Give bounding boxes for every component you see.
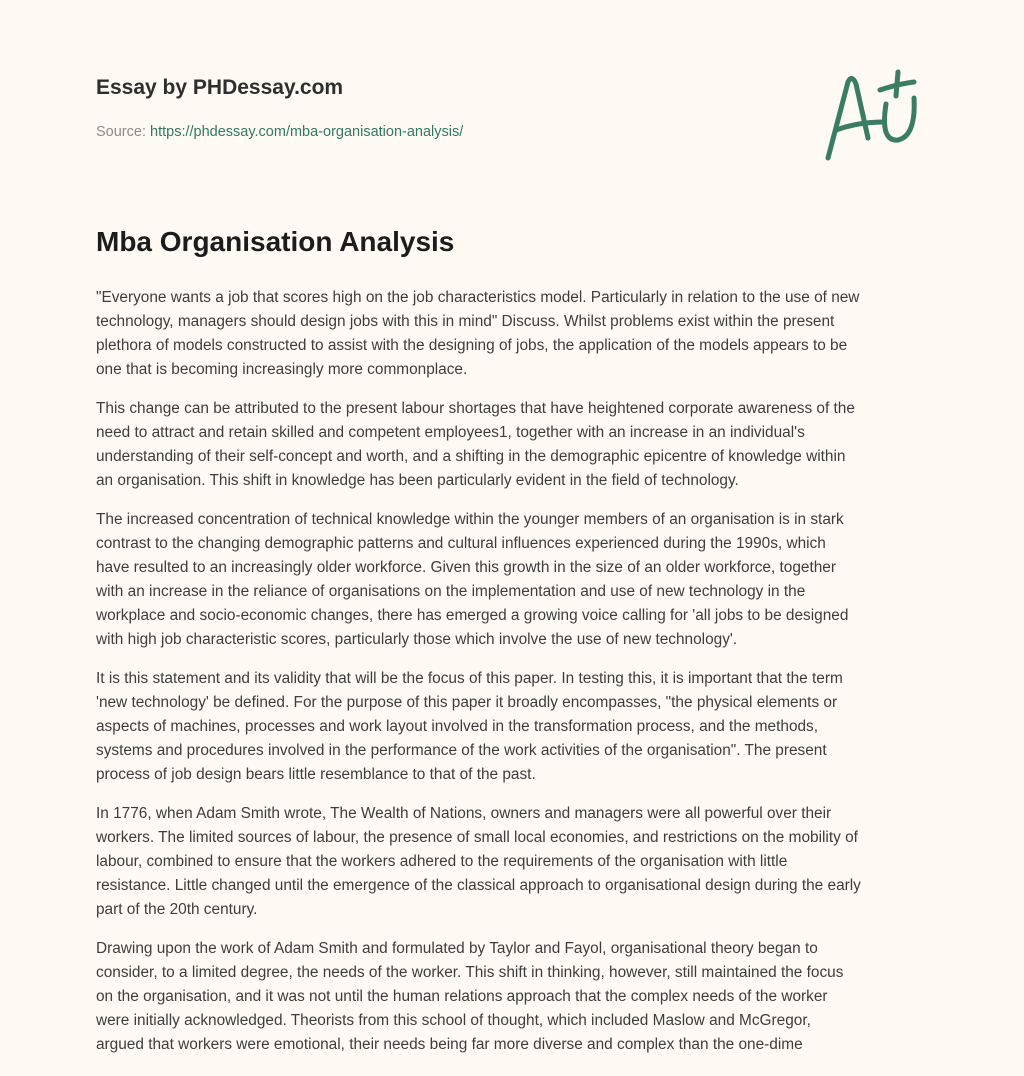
paragraph-line: labour, combined to ensure that the work… [96, 853, 788, 870]
paragraph-line: systems and procedures involved in the p… [96, 742, 827, 759]
essay-paragraph: In 1776, when Adam Smith wrote, The Weal… [96, 802, 936, 922]
paragraph-line: 'new technology' be defined. For the pur… [96, 694, 838, 711]
paragraph-line: process of job design bears little resem… [96, 766, 536, 783]
paragraph-line: "Everyone wants a job that scores high o… [96, 289, 860, 306]
source-link[interactable]: https://phdessay.com/mba-organisation-an… [150, 124, 464, 140]
source-label: Source: [96, 124, 146, 140]
paragraph-line: part of the 20th century. [96, 901, 258, 918]
paragraph-line: have resulted to an increasingly older w… [96, 559, 836, 576]
paragraph-line: aspects of machines, processes and work … [96, 718, 819, 735]
paragraph-line: contrast to the changing demographic pat… [96, 535, 826, 552]
paragraph-line: workplace and socio-economic changes, th… [96, 607, 849, 624]
paragraph-line: on the organisation, and it was not unti… [96, 988, 828, 1005]
paragraph-line: plethora of models constructed to assist… [96, 337, 848, 354]
paragraph-line: one that is becoming increasingly more c… [96, 361, 468, 378]
paragraph-line: argued that workers were emotional, thei… [96, 1036, 803, 1053]
paragraph-line: an organisation. This shift in knowledge… [96, 472, 739, 489]
a-plus-logo-icon [825, 69, 917, 161]
paragraph-line: This change can be attributed to the pre… [96, 400, 855, 417]
paragraph-line: understanding of their self-concept and … [96, 448, 846, 465]
essay-paragraph: Drawing upon the work of Adam Smith and … [96, 937, 936, 1057]
essay-paragraph: "Everyone wants a job that scores high o… [96, 286, 936, 382]
paragraph-line: need to attract and retain skilled and c… [96, 424, 805, 441]
essay-paragraph: This change can be attributed to the pre… [96, 397, 936, 493]
paragraph-line: It is this statement and its validity th… [96, 670, 843, 687]
paragraph-line: Drawing upon the work of Adam Smith and … [96, 940, 818, 957]
paragraph-line: consider, to a limited degree, the needs… [96, 964, 844, 981]
essay-paragraph: The increased concentration of technical… [96, 508, 936, 652]
paragraph-line: resistance. Little changed until the eme… [96, 877, 861, 894]
paragraph-line: In 1776, when Adam Smith wrote, The Weal… [96, 805, 832, 822]
paragraph-line: with an increase in the reliance of orga… [96, 583, 806, 600]
site-brand: Essay by PHDessay.com [96, 76, 344, 99]
paragraph-line: The increased concentration of technical… [96, 511, 844, 528]
essay-paragraph: It is this statement and its validity th… [96, 667, 936, 787]
paragraph-line: were initially acknowledged. Theorists f… [96, 1012, 811, 1029]
source-line: Source: https://phdessay.com/mba-organis… [96, 124, 463, 140]
paragraph-line: with high job characteristic scores, par… [96, 631, 738, 648]
essay-body: "Everyone wants a job that scores high o… [96, 286, 936, 1072]
page-title: Mba Organisation Analysis [96, 226, 455, 257]
paragraph-line: technology, managers should design jobs … [96, 313, 835, 330]
paragraph-line: workers. The limited sources of labour, … [96, 829, 858, 846]
